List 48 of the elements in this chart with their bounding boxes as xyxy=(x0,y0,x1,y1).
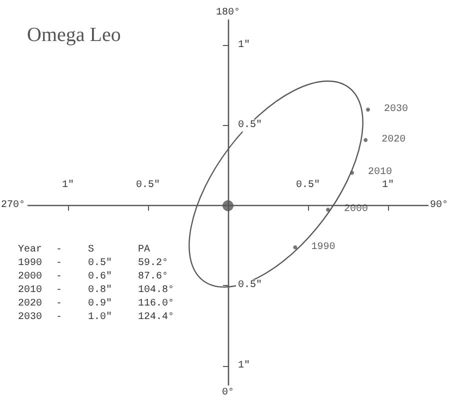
annotation: - xyxy=(56,285,62,296)
x-tick-label: 0.5" xyxy=(296,179,320,192)
annotation: 2030 xyxy=(18,312,42,323)
y-tick-label: 0.5" xyxy=(238,279,262,292)
point xyxy=(326,208,330,212)
text: 270° xyxy=(1,200,26,212)
annotation: 0.8" xyxy=(88,284,112,296)
text: 0° xyxy=(222,388,234,398)
annotation: - xyxy=(56,298,62,310)
annotation: 0.9" xyxy=(88,298,112,310)
y-tick-label: 1" xyxy=(238,39,250,52)
annotation: 116.0° xyxy=(138,298,174,310)
series-label: 2000 xyxy=(344,204,368,216)
annotation: - xyxy=(56,272,62,282)
series-label: 2010 xyxy=(368,167,392,178)
text: 90° xyxy=(430,200,448,212)
point xyxy=(350,170,354,175)
series-label: 2020 xyxy=(382,134,406,146)
annotation: PA xyxy=(138,244,150,256)
annotation: 124.4° xyxy=(138,312,174,323)
annotation: 87.6° xyxy=(138,272,168,282)
annotation: - xyxy=(56,244,62,256)
text: 180° xyxy=(216,8,240,18)
x-tick-label: 1" xyxy=(62,179,74,192)
annotation: 0.6" xyxy=(88,270,112,282)
point xyxy=(364,138,368,142)
point xyxy=(222,200,234,212)
series-label: 1990 xyxy=(311,242,336,253)
chart-title: Omega Leo xyxy=(27,24,121,46)
annotation: 59.2° xyxy=(138,258,168,269)
point xyxy=(293,245,298,250)
annotation: - xyxy=(56,312,62,323)
annotation: S xyxy=(88,244,94,256)
point xyxy=(366,108,370,112)
annotation: 1.0" xyxy=(88,311,112,323)
y-tick-label: 0.5" xyxy=(238,119,262,132)
y-tick-label: 1" xyxy=(238,359,250,372)
series-label: 2030 xyxy=(384,104,408,116)
x-tick-label: 1" xyxy=(382,179,394,192)
annotation: 0.5" xyxy=(88,257,112,269)
annotation: 104.8° xyxy=(138,285,174,296)
annotation: 1990 xyxy=(18,258,42,269)
annotation: 2020 xyxy=(18,298,42,310)
annotation: - xyxy=(56,258,62,269)
annotation: 2010 xyxy=(18,285,42,296)
annotation: 2000 xyxy=(18,272,42,282)
annotation: Year xyxy=(18,244,42,256)
x-tick-label: 0.5" xyxy=(136,179,160,192)
